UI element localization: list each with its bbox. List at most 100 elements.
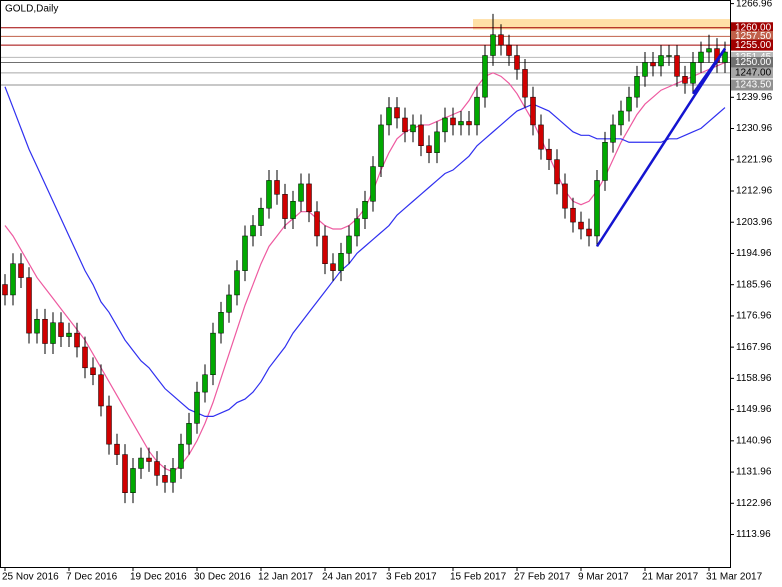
y-tick-label: 1212.96 bbox=[736, 186, 773, 197]
y-tick-label: 1167.96 bbox=[736, 342, 772, 353]
candle-body bbox=[322, 235, 328, 264]
level-label-box bbox=[731, 79, 773, 91]
candle-body bbox=[186, 423, 192, 445]
level-label-box bbox=[731, 30, 773, 42]
candle-body bbox=[530, 96, 536, 126]
candle-body bbox=[506, 44, 512, 56]
x-tick-label: 9 Mar 2017 bbox=[578, 572, 629, 583]
y-tick-label: 1149.96 bbox=[736, 404, 772, 415]
candle-body bbox=[562, 183, 568, 209]
candle-body bbox=[570, 207, 576, 223]
trendline bbox=[691, 47, 727, 95]
candle-body bbox=[458, 121, 464, 126]
level-label-box bbox=[731, 56, 773, 68]
x-tick-label: 15 Feb 2017 bbox=[450, 572, 507, 583]
y-tick-label: 1239.96 bbox=[736, 92, 773, 103]
candle-body bbox=[698, 51, 704, 63]
candle-body bbox=[370, 166, 376, 202]
candle-body bbox=[314, 211, 320, 237]
candle-body bbox=[426, 145, 432, 153]
candle-body bbox=[474, 96, 480, 126]
x-tick-label: 30 Dec 2016 bbox=[194, 572, 251, 583]
zone bbox=[473, 19, 730, 30]
y-tick-label: 1158.96 bbox=[736, 373, 772, 384]
y-tick-label: 1194.96 bbox=[736, 248, 772, 259]
candle-body bbox=[82, 346, 88, 369]
x-tick-label: 3 Feb 2017 bbox=[386, 572, 437, 583]
candle-body bbox=[306, 183, 312, 212]
x-tick-label: 19 Dec 2016 bbox=[130, 572, 187, 583]
candle-body bbox=[210, 332, 216, 376]
candle-body bbox=[522, 69, 528, 98]
candle-body bbox=[386, 107, 392, 126]
candle-body bbox=[410, 124, 416, 133]
x-tick-label: 31 Mar 2017 bbox=[706, 572, 763, 583]
candle-body bbox=[106, 405, 112, 445]
y-tick-label: 1203.96 bbox=[736, 217, 773, 228]
candle-body bbox=[202, 374, 208, 393]
candle-body bbox=[362, 201, 368, 219]
candle-body bbox=[610, 124, 616, 143]
candle-body bbox=[26, 277, 32, 334]
candle-body bbox=[90, 367, 96, 376]
candle-body bbox=[354, 218, 360, 237]
candle-body bbox=[234, 270, 240, 296]
candle-body bbox=[482, 55, 488, 98]
candle-body bbox=[402, 117, 408, 133]
candle-body bbox=[514, 55, 520, 70]
candle-body bbox=[138, 457, 144, 469]
level-label: 1247.00 bbox=[735, 68, 772, 79]
x-tick-label: 25 Nov 2016 bbox=[2, 572, 59, 583]
candle-body bbox=[330, 263, 336, 271]
x-tick-label: 27 Feb 2017 bbox=[514, 572, 571, 583]
chart-title: GOLD,Daily bbox=[5, 4, 58, 15]
candle-body bbox=[250, 225, 256, 237]
candle-body bbox=[42, 318, 48, 344]
candle-body bbox=[178, 443, 184, 469]
y-tick-label: 1221.96 bbox=[736, 154, 773, 165]
candle-body bbox=[706, 48, 712, 53]
candle-body bbox=[466, 121, 472, 126]
y-tick-label: 1185.96 bbox=[736, 279, 772, 290]
candle-body bbox=[282, 194, 288, 219]
candle-body bbox=[98, 374, 104, 407]
level-label-box bbox=[731, 22, 773, 34]
candle-body bbox=[602, 142, 608, 181]
candle-body bbox=[650, 62, 656, 67]
candle-body bbox=[442, 117, 448, 133]
candle-body bbox=[450, 117, 456, 126]
candle-body bbox=[266, 180, 272, 209]
candle-body bbox=[378, 124, 384, 167]
y-tick-label: 1266.96 bbox=[736, 0, 773, 9]
level-label: 1243.50 bbox=[735, 80, 772, 91]
candle-body bbox=[130, 468, 136, 493]
candle-body bbox=[546, 148, 552, 160]
candle-body bbox=[618, 110, 624, 126]
candle-body bbox=[34, 318, 40, 334]
candle-body bbox=[394, 107, 400, 119]
candle-body bbox=[146, 457, 152, 462]
candle-body bbox=[50, 322, 56, 344]
candle-body bbox=[122, 454, 128, 493]
candle-body bbox=[242, 235, 248, 271]
level-label-box bbox=[731, 39, 773, 51]
level-label: 1260.00 bbox=[735, 22, 772, 33]
candle-body bbox=[666, 55, 672, 57]
candle-body bbox=[418, 124, 424, 146]
y-tick-label: 1230.96 bbox=[736, 123, 773, 134]
candle-body bbox=[338, 253, 344, 271]
level-label-box bbox=[731, 67, 773, 79]
candle-body bbox=[226, 294, 232, 313]
candle-body bbox=[2, 284, 8, 296]
candle-body bbox=[626, 96, 632, 112]
candle-body bbox=[66, 332, 72, 337]
level-label: 1255.00 bbox=[735, 40, 772, 51]
plot-frame bbox=[0, 0, 731, 568]
candle-body bbox=[690, 62, 696, 84]
y-tick-label: 1122.96 bbox=[736, 498, 772, 509]
level-label: 1250.00 bbox=[735, 57, 772, 68]
candle-body bbox=[586, 228, 592, 237]
candle-body bbox=[594, 180, 600, 237]
